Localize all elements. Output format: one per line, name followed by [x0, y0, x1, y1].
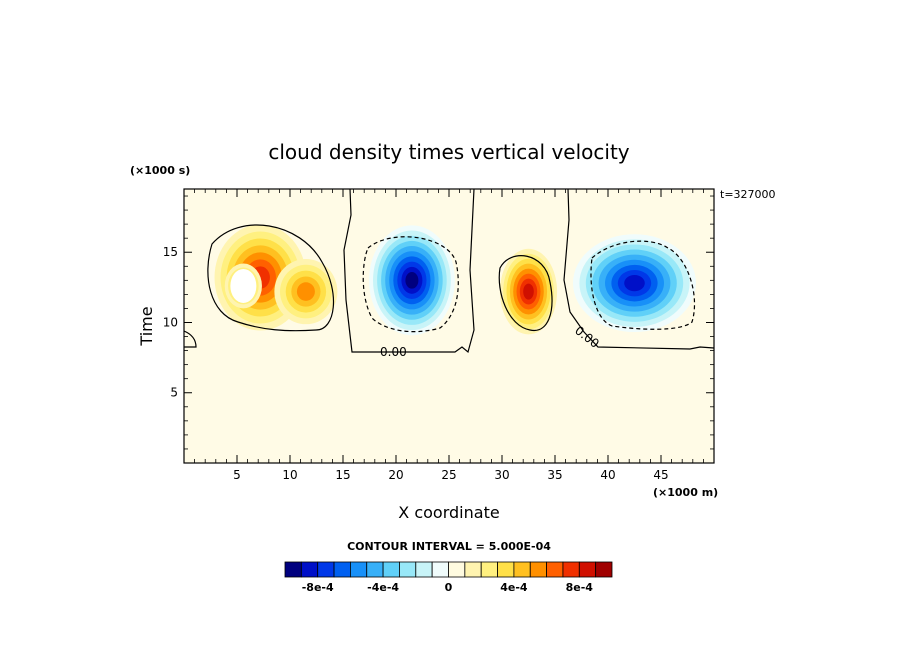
colorbar-swatch-13	[497, 561, 515, 578]
colorbar-swatch-2	[317, 561, 335, 578]
negative-contour-2	[590, 240, 696, 330]
x-tick-label-4: 25	[441, 468, 456, 482]
colorbar-tick-label-3: 4e-4	[500, 581, 528, 594]
x-tick-label-5: 30	[494, 468, 509, 482]
x-tick-label-2: 15	[335, 468, 350, 482]
y-axis-label: Time	[137, 306, 156, 346]
zero-contour-1	[184, 330, 197, 348]
x-tick-label-0: 5	[233, 468, 241, 482]
colorbar-swatch-10	[448, 561, 466, 578]
colorbar-swatch-0	[284, 561, 302, 578]
colorbar-swatch-7	[399, 561, 417, 578]
colorbar-swatch-3	[333, 561, 351, 578]
y-tick-label-1: 10	[163, 315, 178, 329]
zero-contour-2	[343, 189, 475, 354]
colorbar-swatch-5	[366, 561, 384, 578]
colorbar-swatch-15	[529, 561, 548, 578]
colorbar-swatch-1	[300, 561, 319, 578]
colorbar-swatch-11	[464, 561, 482, 578]
colorbar-swatch-19	[595, 561, 613, 578]
time-annotation: t=327000	[720, 188, 776, 201]
x-tick-label-1: 10	[282, 468, 297, 482]
heatmap-field	[214, 224, 696, 336]
heatmap-blob-1-level-5	[296, 282, 315, 301]
colorbar-swatch-4	[349, 561, 368, 578]
heatmap-blob-3-level-10	[405, 272, 419, 289]
y-tick-label-2: 15	[163, 245, 178, 259]
negative-contour-1	[362, 236, 459, 333]
colorbar: -8e-4 -4e-4 0 4e-4 8e-4	[284, 561, 613, 594]
x-tick-label-7: 40	[600, 468, 615, 482]
x-tick-label-3: 20	[388, 468, 403, 482]
x-tick-label-8: 45	[653, 468, 668, 482]
positive-contour-1	[207, 224, 335, 332]
y-tick-label-0: 5	[170, 386, 178, 400]
contour-lines	[184, 189, 714, 354]
colorbar-swatch-6	[382, 561, 400, 578]
colorbar-swatch-9	[431, 561, 449, 578]
colorbar-swatch-18	[578, 561, 597, 578]
colorbar-tick-label-1: -4e-4	[367, 581, 399, 594]
colorbar-swatch-8	[415, 561, 433, 578]
x-axis-label: X coordinate	[398, 503, 499, 522]
colorbar-swatch-17	[562, 561, 580, 578]
chart-title: cloud density times vertical velocity	[268, 140, 629, 164]
x-tick-label-6: 35	[547, 468, 562, 482]
contour-interval-label: CONTOUR INTERVAL = 5.000E-04	[347, 540, 551, 553]
colorbar-tick-label-4: 8e-4	[566, 581, 594, 594]
colorbar-swatch-14	[513, 561, 531, 578]
colorbar-tick-label-2: 0	[445, 581, 453, 594]
colorbar-swatch-12	[480, 561, 498, 578]
zero-contour-3	[563, 189, 714, 350]
positive-contour-2	[498, 255, 553, 331]
saturated-region	[230, 268, 257, 303]
heatmap-blob-5-level-9	[624, 275, 645, 292]
axes: 5 10 15 20 25 30 35 40 45 5 10 15	[163, 189, 714, 482]
colorbar-tick-label-0: -8e-4	[302, 581, 334, 594]
contour-label-1: 0.00	[380, 345, 407, 359]
x-unit-label: (×1000 m)	[653, 486, 718, 499]
y-unit-label: (×1000 s)	[130, 164, 190, 177]
heatmap-blob-4-level-8	[523, 283, 534, 300]
colorbar-swatch-16	[546, 561, 564, 578]
